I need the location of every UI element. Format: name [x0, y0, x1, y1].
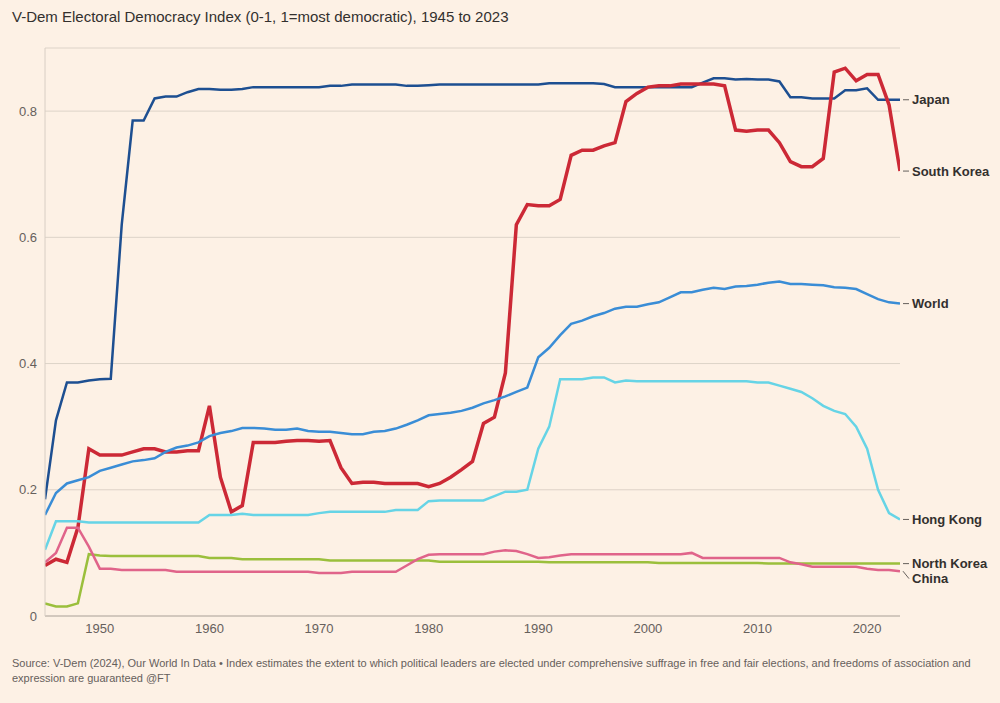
svg-text:1970: 1970	[305, 621, 334, 636]
html-text:Source: V-Dem (2024), Our Worl: Source: V-Dem (2024), Our World In Data …	[12, 657, 971, 684]
svg-text:World: World	[912, 296, 949, 311]
svg-text:China: China	[912, 571, 949, 586]
svg-text:Hong Kong: Hong Kong	[912, 512, 982, 527]
svg-text:2000: 2000	[633, 621, 662, 636]
svg-text:0.4: 0.4	[19, 356, 37, 371]
svg-text:1960: 1960	[195, 621, 224, 636]
svg-text:0.8: 0.8	[19, 104, 37, 119]
svg-text:South Korea: South Korea	[912, 164, 990, 179]
svg-text:2010: 2010	[743, 621, 772, 636]
html-text:V-Dem Electoral Democracy Inde: V-Dem Electoral Democracy Index (0-1, 1=…	[12, 8, 509, 25]
svg-text:1950: 1950	[85, 621, 114, 636]
svg-text:North Korea: North Korea	[912, 556, 988, 571]
svg-text:2020: 2020	[853, 621, 882, 636]
svg-text:0: 0	[30, 609, 37, 624]
svg-text:0.2: 0.2	[19, 482, 37, 497]
svg-text:1980: 1980	[414, 621, 443, 636]
svg-text:0.6: 0.6	[19, 230, 37, 245]
svg-text:Japan: Japan	[912, 92, 950, 107]
svg-text:1990: 1990	[524, 621, 553, 636]
